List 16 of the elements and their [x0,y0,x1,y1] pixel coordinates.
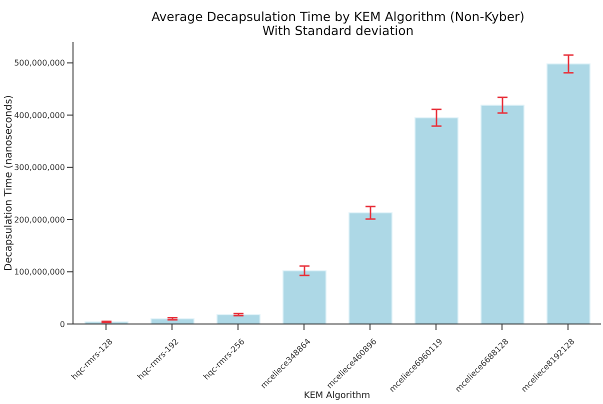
bar [414,117,458,324]
y-tick-label: 300,000,000 [14,163,65,172]
y-tick-label: 500,000,000 [14,58,65,68]
bar [216,314,260,324]
y-tick-label: 400,000,000 [14,110,65,120]
bar [348,212,392,324]
chart-title: Average Decapsulation Time by KEM Algorithm (Non-Kyber) [150,9,526,24]
bar [282,270,326,324]
y-tick-label: 0 [60,320,65,329]
y-tick-label: 200,000,000 [14,215,65,224]
bar [480,104,524,324]
chart-subtitle: With Standard deviation [262,23,414,38]
y-tick-label: 100,000,000 [14,268,65,277]
x-axis-title: KEM Algorithm [304,391,370,401]
bar [546,63,590,324]
y-axis-title: Decapsulation Time (nanoseconds) [4,94,15,271]
